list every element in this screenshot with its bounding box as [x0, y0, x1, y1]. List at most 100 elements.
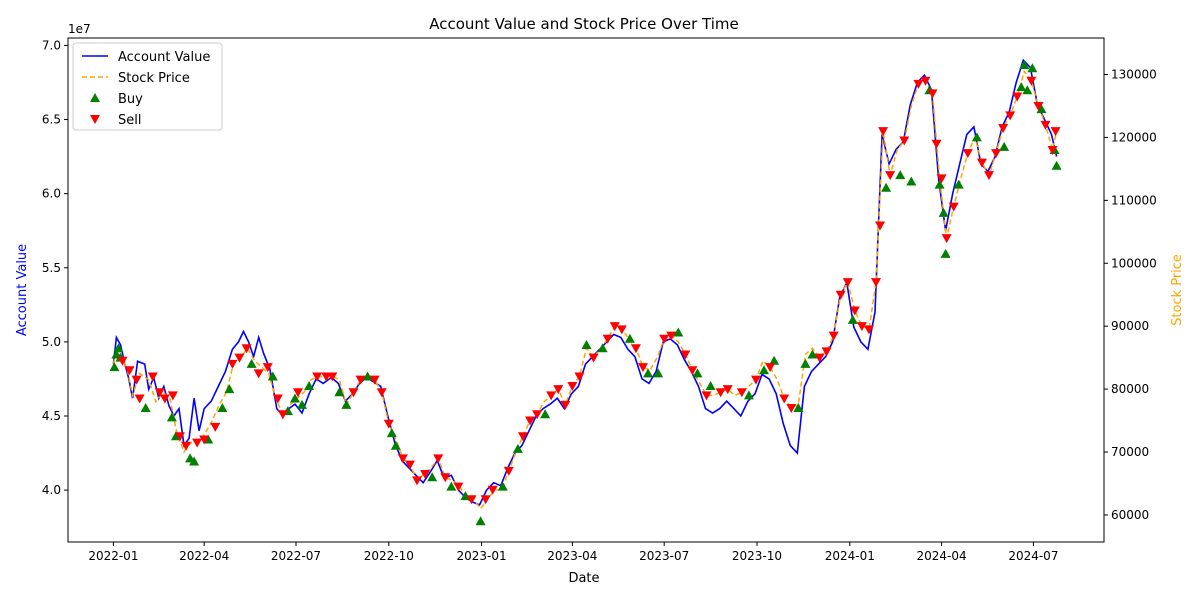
buy-marker: [427, 472, 438, 482]
buy-marker: [906, 176, 917, 186]
sell-marker: [666, 331, 677, 341]
y-left-tick-label: 5.0: [42, 335, 61, 349]
sell-marker: [842, 278, 853, 288]
sell-marker: [1050, 127, 1061, 137]
sell-marker: [517, 432, 528, 442]
sell-marker: [553, 385, 564, 395]
sell-marker: [1033, 101, 1044, 111]
plot-frame: [67, 37, 1105, 543]
sell-marker: [503, 466, 514, 476]
sell-marker: [927, 89, 938, 99]
y-right-tick-label: 130000: [1111, 67, 1157, 81]
sell-marker: [920, 76, 931, 86]
y-axis-left-offset: 1e7: [68, 22, 91, 36]
y-right-tick-label: 120000: [1111, 130, 1157, 144]
sell-marker: [440, 473, 451, 483]
x-tick-label: 2022-07: [271, 549, 321, 563]
buy-marker: [769, 355, 780, 365]
sell-marker: [875, 221, 886, 231]
sell-marker: [984, 171, 995, 181]
sell-marker: [262, 363, 273, 373]
x-tick-label: 2024-01: [825, 549, 875, 563]
buy-marker: [289, 393, 300, 403]
legend: Account Value Stock Price Buy Sell: [72, 42, 223, 131]
sell-marker: [828, 331, 839, 341]
sell-marker: [1040, 120, 1051, 130]
y-left-tick-label: 4.0: [42, 483, 61, 497]
sell-marker: [821, 347, 832, 357]
sell-marker: [885, 171, 896, 181]
buy-marker: [643, 368, 654, 378]
sell-marker: [765, 363, 776, 373]
sell-marker: [292, 388, 303, 398]
sell-marker: [433, 454, 444, 464]
y-axis-left-label: Account Value: [15, 244, 30, 336]
buy-marker: [597, 343, 608, 353]
buy-marker: [109, 362, 120, 372]
sell-marker: [931, 139, 942, 149]
y-right-tick-label: 100000: [1111, 256, 1157, 270]
sell-marker: [348, 388, 359, 398]
sell-marker: [998, 123, 1009, 133]
buy-marker: [881, 182, 892, 192]
sell-marker: [192, 438, 203, 448]
sell-marker: [397, 454, 408, 464]
y-axis-right-label: Stock Price: [1170, 254, 1185, 326]
sell-marker: [480, 495, 491, 505]
y-right-tick-label: 110000: [1111, 193, 1157, 207]
sell-marker: [210, 422, 221, 432]
sell-marker: [687, 366, 698, 376]
buy-marker: [847, 314, 858, 324]
sell-marker: [277, 410, 288, 420]
sell-marker: [159, 394, 170, 404]
sell-marker: [948, 202, 959, 212]
sell-marker: [701, 391, 712, 401]
buy-marker: [999, 141, 1010, 151]
buy-marker: [895, 170, 906, 180]
sell-marker: [786, 403, 797, 413]
legend-buy-swatch: [90, 93, 100, 102]
sell-marker: [630, 344, 641, 354]
x-tick-label: 2023-10: [732, 549, 782, 563]
chart-title: Account Value and Stock Price Over Time: [429, 15, 738, 33]
legend-label: Stock Price: [118, 71, 190, 86]
sell-marker: [863, 325, 874, 335]
legend-box: [72, 42, 223, 131]
buy-marker: [653, 368, 664, 378]
sell-marker: [849, 306, 860, 316]
buy-marker: [166, 412, 177, 422]
y-left-tick-label: 6.0: [42, 187, 61, 201]
sell-marker: [376, 388, 387, 398]
sell-marker: [715, 388, 726, 398]
buy-marker: [1019, 60, 1030, 70]
sell-marker: [659, 334, 670, 344]
sell-marker: [124, 366, 135, 376]
buy-marker: [743, 390, 754, 400]
buy-marker: [800, 358, 811, 368]
sell-marker: [602, 334, 613, 344]
buy-marker: [334, 387, 345, 397]
buy-marker: [934, 179, 945, 189]
sell-marker: [991, 149, 1002, 159]
y-right-tick-label: 60000: [1111, 508, 1149, 522]
legend-label: Buy: [118, 92, 143, 107]
sell-marker: [487, 485, 498, 495]
sell-marker: [546, 391, 557, 401]
sell-marker: [174, 432, 185, 442]
sell-marker: [369, 375, 380, 385]
buy-marker: [113, 343, 124, 353]
sell-marker: [312, 372, 323, 382]
y-right-tick-label: 70000: [1111, 445, 1149, 459]
buy-marker: [304, 380, 315, 390]
buy-marker: [673, 327, 684, 337]
buy-marker: [246, 358, 257, 368]
buy-marker: [581, 340, 592, 350]
buy-marker: [759, 365, 770, 375]
sell-marker: [899, 136, 910, 146]
plot-layer: [109, 58, 1062, 526]
sell-marker: [976, 158, 987, 168]
sell-marker: [131, 375, 142, 385]
x-tick-label: 2024-07: [1008, 549, 1058, 563]
